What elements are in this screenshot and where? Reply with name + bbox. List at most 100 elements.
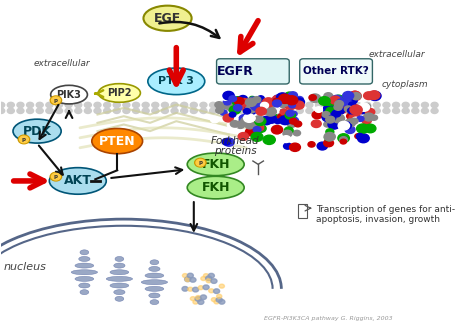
Circle shape <box>364 108 370 114</box>
Circle shape <box>364 92 374 100</box>
Circle shape <box>217 294 222 298</box>
Circle shape <box>123 108 130 114</box>
Text: Forkhead: Forkhead <box>211 136 260 146</box>
Ellipse shape <box>106 276 133 282</box>
Circle shape <box>362 106 370 112</box>
Circle shape <box>200 295 207 299</box>
Text: PTK 3: PTK 3 <box>158 76 194 86</box>
Circle shape <box>383 108 390 114</box>
Circle shape <box>325 108 332 114</box>
Circle shape <box>351 118 358 124</box>
Circle shape <box>198 300 204 304</box>
Text: AKT: AKT <box>64 174 92 188</box>
Text: FKH: FKH <box>201 158 230 171</box>
Circle shape <box>317 142 327 150</box>
Ellipse shape <box>98 84 141 102</box>
Circle shape <box>350 105 362 115</box>
Ellipse shape <box>79 283 90 288</box>
Circle shape <box>249 96 255 101</box>
Circle shape <box>309 94 321 103</box>
Circle shape <box>257 96 264 101</box>
Text: Other RTK?: Other RTK? <box>303 66 369 76</box>
Circle shape <box>315 108 323 114</box>
Circle shape <box>328 120 340 129</box>
Circle shape <box>192 287 199 292</box>
Ellipse shape <box>71 270 97 275</box>
Circle shape <box>334 107 344 115</box>
Circle shape <box>56 108 63 114</box>
Circle shape <box>222 104 228 109</box>
Circle shape <box>286 102 294 108</box>
Circle shape <box>402 108 409 114</box>
Circle shape <box>357 106 367 114</box>
Circle shape <box>344 106 352 112</box>
Circle shape <box>242 132 248 138</box>
Circle shape <box>46 108 53 114</box>
Circle shape <box>345 126 355 133</box>
Circle shape <box>369 91 381 101</box>
Circle shape <box>7 102 14 108</box>
Circle shape <box>290 117 298 124</box>
Circle shape <box>142 102 149 108</box>
Circle shape <box>190 296 196 300</box>
Circle shape <box>244 114 255 122</box>
Circle shape <box>85 102 91 108</box>
Circle shape <box>219 299 225 304</box>
Circle shape <box>246 98 256 107</box>
Circle shape <box>330 96 341 104</box>
Circle shape <box>349 102 356 107</box>
Circle shape <box>344 102 352 108</box>
Circle shape <box>228 112 236 119</box>
Text: PDK: PDK <box>23 124 52 138</box>
Circle shape <box>273 95 284 103</box>
Circle shape <box>358 134 369 143</box>
Circle shape <box>402 102 409 108</box>
Circle shape <box>190 278 196 282</box>
Circle shape <box>243 109 251 114</box>
Circle shape <box>187 273 193 278</box>
Circle shape <box>366 109 375 116</box>
Circle shape <box>261 95 270 102</box>
Circle shape <box>354 102 361 108</box>
Ellipse shape <box>80 290 89 295</box>
Circle shape <box>324 122 331 127</box>
Circle shape <box>324 107 334 115</box>
Circle shape <box>219 108 226 114</box>
Circle shape <box>180 108 188 114</box>
Circle shape <box>284 93 295 102</box>
Circle shape <box>104 108 111 114</box>
Circle shape <box>272 96 282 103</box>
Circle shape <box>223 91 234 100</box>
Circle shape <box>352 117 360 123</box>
Circle shape <box>246 128 256 136</box>
Ellipse shape <box>149 293 160 298</box>
Circle shape <box>182 287 188 291</box>
Circle shape <box>238 99 245 105</box>
Circle shape <box>328 107 336 113</box>
Circle shape <box>253 97 261 103</box>
Circle shape <box>357 116 364 122</box>
Circle shape <box>276 93 288 102</box>
Circle shape <box>36 108 43 114</box>
Circle shape <box>269 99 277 105</box>
Ellipse shape <box>79 256 90 262</box>
Text: EGFR: EGFR <box>217 65 254 78</box>
Circle shape <box>133 108 140 114</box>
Circle shape <box>234 97 244 105</box>
Circle shape <box>65 102 72 108</box>
Circle shape <box>326 129 334 135</box>
Circle shape <box>364 102 370 108</box>
Circle shape <box>232 97 244 106</box>
Circle shape <box>322 113 333 122</box>
Circle shape <box>242 105 251 112</box>
Circle shape <box>323 104 336 113</box>
Circle shape <box>309 95 316 100</box>
Text: PIK3: PIK3 <box>57 90 82 100</box>
Circle shape <box>290 119 297 124</box>
Circle shape <box>369 91 380 100</box>
Circle shape <box>283 130 292 137</box>
Circle shape <box>334 104 342 110</box>
Circle shape <box>257 103 266 110</box>
Circle shape <box>285 127 293 134</box>
Circle shape <box>223 114 233 122</box>
